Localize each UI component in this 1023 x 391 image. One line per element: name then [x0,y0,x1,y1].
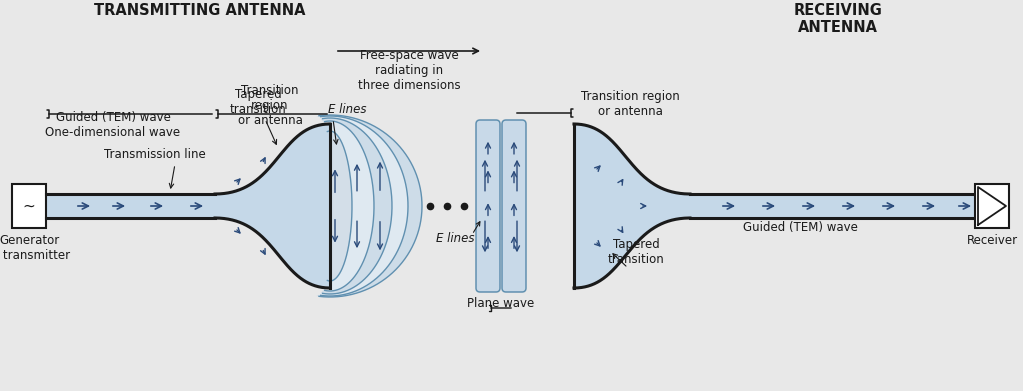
Text: Transition region
or antenna: Transition region or antenna [581,90,679,118]
Text: Tapered
transition: Tapered transition [229,88,286,116]
Text: ~: ~ [23,199,36,213]
Text: Generator
or transmitter: Generator or transmitter [0,234,71,262]
Text: Tapered
transition: Tapered transition [608,238,664,266]
Polygon shape [323,121,374,291]
Text: Free-space wave
radiating in
three dimensions: Free-space wave radiating in three dimen… [358,49,460,92]
Polygon shape [326,131,352,281]
Text: E lines: E lines [436,232,474,245]
Text: Plane wave: Plane wave [468,297,535,310]
Polygon shape [321,118,392,294]
Polygon shape [215,124,330,288]
Text: Receiver: Receiver [967,234,1018,247]
FancyBboxPatch shape [502,120,526,292]
Polygon shape [318,116,408,296]
Text: Guided (TEM) wave: Guided (TEM) wave [743,221,857,234]
Text: Transition
region
or antenna: Transition region or antenna [237,84,303,127]
Text: RECEIVING
ANTENNA: RECEIVING ANTENNA [794,3,883,36]
Text: Transmission line: Transmission line [104,148,206,161]
FancyBboxPatch shape [12,184,46,228]
FancyBboxPatch shape [975,184,1009,228]
FancyBboxPatch shape [476,120,500,292]
Text: TRANSMITTING ANTENNA: TRANSMITTING ANTENNA [94,3,306,18]
Text: Guided (TEM) wave
One-dimensional wave: Guided (TEM) wave One-dimensional wave [45,111,181,139]
Polygon shape [316,115,422,297]
Text: E lines: E lines [328,103,366,116]
Polygon shape [574,124,690,288]
